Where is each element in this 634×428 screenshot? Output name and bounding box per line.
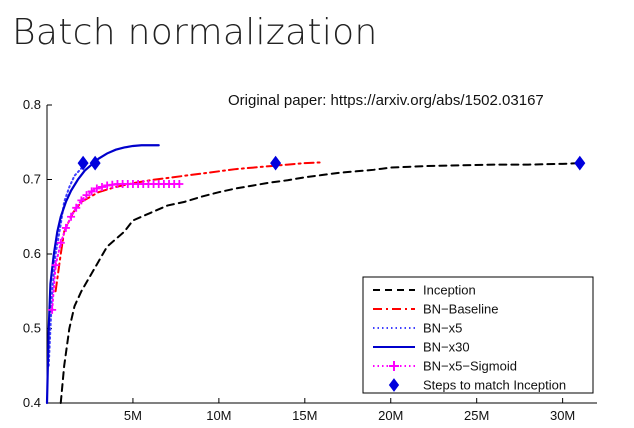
y-tick-label: 0.8	[23, 97, 41, 112]
sigmoid-plus-marker	[87, 187, 96, 196]
sigmoid-plus-marker	[72, 203, 81, 212]
x-tick-label: 20M	[378, 408, 403, 423]
y-tick-label: 0.6	[23, 246, 41, 261]
legend-box	[362, 276, 594, 394]
match-inception-diamond	[89, 155, 101, 171]
legend-label: BN−x30	[423, 340, 470, 355]
x-tick-label: 5M	[124, 408, 142, 423]
sigmoid-plus-marker	[61, 223, 70, 232]
slide-title: Batch normalization	[12, 12, 378, 53]
series-inception	[59, 162, 581, 404]
y-tick-label: 0.5	[23, 321, 41, 336]
legend-diamond-icon	[388, 378, 400, 392]
match-inception-diamond	[77, 155, 89, 171]
sigmoid-plus-marker	[77, 196, 86, 205]
series-bn-x30	[45, 144, 160, 405]
x-tick-label: 25M	[464, 408, 489, 423]
x-tick-label: 15M	[292, 408, 317, 423]
legend-label: Inception	[423, 283, 476, 298]
sigmoid-plus-marker	[67, 212, 76, 221]
y-tick-label: 0.4	[23, 395, 41, 410]
legend-label: Steps to match Inception	[423, 378, 566, 393]
legend-label: BN−Baseline	[423, 302, 499, 317]
source-note: Original paper: https://arxiv.org/abs/15…	[228, 92, 544, 109]
series-bn-baseline	[54, 161, 323, 293]
sigmoid-plus-marker	[98, 182, 106, 191]
sigmoid-plus-marker	[56, 238, 65, 247]
match-inception-diamond	[270, 155, 282, 171]
x-tick-label: 10M	[206, 408, 231, 423]
chart-axes: 0.4 0.5 0.6 0.7 0.8 5M 10M 15M 20M 25M 30M	[23, 97, 597, 423]
sigmoid-plus-marker	[82, 191, 91, 200]
sigmoid-plus-marker	[48, 305, 57, 314]
sigmoid-plus-marker	[92, 184, 101, 193]
legend-label: BN−x5−Sigmoid	[423, 359, 517, 374]
sigmoid-plus-marker	[51, 261, 60, 270]
series-bn-x5	[47, 167, 83, 367]
series-bn-x5-sigmoid	[51, 182, 181, 311]
x-tick-label: 30M	[550, 408, 575, 423]
chart-legend: Inception BN−Baseline BN−x5 BN−x30 BN−x5−Sig…	[362, 276, 594, 394]
sigmoid-plus-marker	[175, 179, 184, 188]
y-tick-label: 0.7	[23, 172, 41, 187]
chart-markers	[77, 155, 586, 171]
chart-series	[45, 144, 581, 405]
legend-label: BN−x5	[423, 321, 462, 336]
match-inception-diamond	[574, 155, 586, 171]
legend-plus-icon	[389, 361, 399, 371]
